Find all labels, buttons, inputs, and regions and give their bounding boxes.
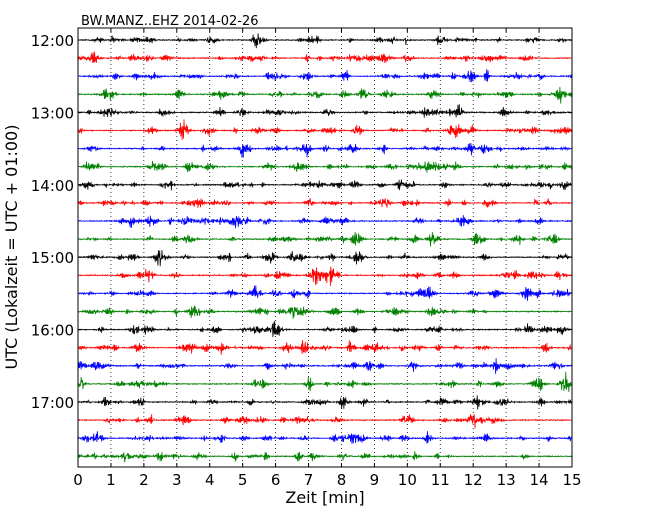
seismogram-trace [77, 160, 573, 173]
seismogram-trace [77, 285, 573, 301]
seismogram-trace [77, 431, 573, 444]
plot-frame [77, 27, 573, 468]
y-axis-ticks: 12:00 13:00 14:00 15:00 16:00 17:00 [31, 32, 572, 412]
seismogram-trace [77, 266, 573, 286]
seismogram-trace [77, 119, 573, 140]
seismogram-trace [77, 320, 573, 338]
y-tick-label: 15:00 [31, 249, 74, 267]
x-tick-label: 1 [106, 471, 116, 489]
seismogram-trace [77, 104, 573, 118]
seismogram-trace [77, 51, 573, 64]
x-tick-label: 2 [139, 471, 149, 489]
seismogram-trace [77, 215, 573, 229]
seismogram-trace [77, 250, 573, 267]
x-tick-label: 7 [304, 471, 314, 489]
seismogram-trace [77, 451, 573, 463]
x-axis-ticks: 0 1 2 3 4 5 6 7 8 9 10 11 12 13 14 15 [73, 28, 582, 489]
traces [77, 33, 573, 463]
seismogram-trace [77, 198, 573, 209]
seismogram-trace [77, 305, 573, 319]
seismogram-trace [77, 86, 573, 104]
x-tick-label: 9 [370, 471, 380, 489]
x-tick-label: 4 [205, 471, 215, 489]
seismogram-trace [77, 358, 573, 375]
x-tick-label: 5 [238, 471, 248, 489]
y-tick-label: 17:00 [31, 394, 74, 412]
chart-title: BW.MANZ..EHZ 2014-02-26 [81, 14, 259, 29]
x-tick-label: 15 [562, 471, 581, 489]
y-axis-label: UTC (Lokalzeit = UTC + 01:00) [2, 125, 21, 370]
y-tick-label: 16:00 [31, 322, 74, 340]
x-tick-label: 12 [464, 471, 483, 489]
seismogram-trace [77, 143, 573, 158]
seismogram-trace [77, 395, 573, 410]
y-tick-label: 13:00 [31, 104, 74, 122]
seismogram-trace [77, 232, 573, 247]
x-tick-label: 8 [337, 471, 347, 489]
seismogram-trace [77, 33, 573, 49]
x-tick-label: 13 [497, 471, 516, 489]
seismogram-trace [77, 414, 573, 429]
x-tick-label: 3 [172, 471, 182, 489]
x-axis-label: Zeit [min] [285, 488, 364, 507]
seismogram-trace [77, 69, 573, 83]
x-tick-label: 10 [398, 471, 417, 489]
seismogram-trace [77, 340, 573, 355]
seismogram-trace [77, 179, 573, 191]
y-tick-label: 14:00 [31, 177, 74, 195]
x-tick-label: 14 [530, 471, 549, 489]
seismogram-trace [77, 371, 573, 392]
x-tick-label: 0 [73, 471, 83, 489]
x-tick-label: 6 [271, 471, 281, 489]
y-tick-label: 12:00 [31, 32, 74, 50]
x-tick-label: 11 [431, 471, 450, 489]
